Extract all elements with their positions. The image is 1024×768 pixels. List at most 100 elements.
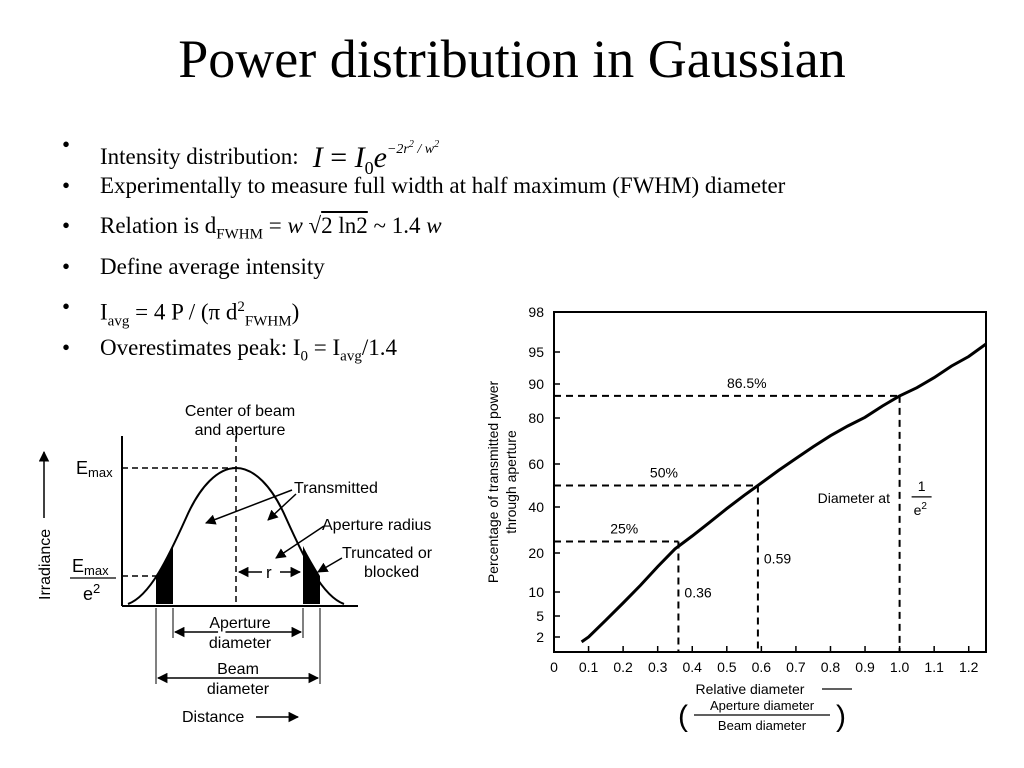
y-tick-label: 2 <box>536 629 544 645</box>
x-tick-label: 0.6 <box>752 659 772 675</box>
y-tick-label: 20 <box>528 545 544 561</box>
aperture-radius-label: Aperture radius <box>322 517 431 534</box>
iavg-mid: = 4 P / (π d <box>129 299 238 325</box>
x-tick-label: 0.2 <box>613 659 633 675</box>
x-tick-label: 0.3 <box>648 659 668 675</box>
beam-diameter-label-2: diameter <box>207 681 270 698</box>
formula-exp-rest: / w <box>413 142 435 157</box>
y-tick-label: 40 <box>528 499 544 515</box>
center-label-1: Center of beam <box>185 403 295 420</box>
over-mid: = I <box>308 334 341 360</box>
x-tick-label: 0.9 <box>855 659 875 675</box>
x-tick-label: 1.0 <box>890 659 910 675</box>
y-tick-label: 5 <box>536 608 544 624</box>
y-tick-label: 98 <box>528 304 544 320</box>
blocked-left <box>156 546 173 604</box>
x-tick-label: 0.7 <box>786 659 806 675</box>
y-axis-label-line1: Percentage of transmitted power <box>485 381 501 584</box>
formula-exp-sup: 2 <box>408 139 414 150</box>
formula-lhs: I <box>312 141 323 174</box>
bullet-fwhm: Experimentally to measure full width at … <box>62 166 785 207</box>
diam-frac-num: 1 <box>918 478 926 494</box>
plot-frame <box>553 311 987 653</box>
bullet-text: Experimentally to measure full width at … <box>100 172 786 198</box>
x-frac-open-paren: ( <box>678 700 688 733</box>
bullet-list: Intensity distribution:I = I0e−2r2 / w2 … <box>62 125 785 368</box>
transmitted-label: Transmitted <box>294 480 378 497</box>
bullet-iavg: Iavg = 4 P / (π d2FWHM) <box>62 287 785 330</box>
x-tick-label: 0.1 <box>579 659 599 675</box>
irradiance-label: Irradiance <box>37 529 54 600</box>
relation-post: ~ 1.4 <box>367 213 427 238</box>
bullet-intensity-distribution: Intensity distribution:I = I0e−2r2 / w2 <box>62 125 785 178</box>
formula-exp: −2r <box>386 142 409 157</box>
distance-label: Distance <box>182 709 244 726</box>
over-subavg: avg <box>340 348 362 365</box>
y-tick-label: 90 <box>528 376 544 392</box>
bullet-relation: Relation is dFWHM = w √2 ln2 ~ 1.4 w <box>62 206 785 247</box>
truncated-label-2: blocked <box>364 564 419 581</box>
y-axis-label-line2: through aperture <box>503 430 519 534</box>
x-tick-label: 0 <box>550 659 558 675</box>
relation-w2: w <box>426 213 442 238</box>
truncated-label-1: Truncated or <box>342 545 433 562</box>
formula-exp-sup2: 2 <box>434 139 440 150</box>
x-tick-label: 0.8 <box>821 659 841 675</box>
diam-frac-den: e2 <box>914 501 928 518</box>
iavg-sub2: FWHM <box>244 313 292 330</box>
iavg-sup: 2 <box>237 299 245 315</box>
sqrt-sign: √ <box>302 213 322 238</box>
x-frac-num: Aperture diameter <box>710 698 815 713</box>
x-tick-label: 0.4 <box>683 659 703 675</box>
transmitted-arrow-2 <box>267 493 297 521</box>
x-axis-label: Relative diameter <box>696 681 805 697</box>
x-tick-label: 0.5 <box>717 659 737 675</box>
y-tick-label: 95 <box>528 344 544 360</box>
slide-title: Power distribution in Gaussian <box>178 29 846 89</box>
over-pre: Overestimates peak: I <box>100 334 301 360</box>
over-end: /1.4 <box>361 334 397 360</box>
beam-diameter-label-1: Beam <box>217 661 259 678</box>
bullet-overestimates: Overestimates peak: I0 = Iavg/1.4 <box>62 328 785 369</box>
y-tick-label: 80 <box>528 410 544 426</box>
blocked-right <box>303 546 320 604</box>
sqrt-body: 2 ln2 <box>321 213 368 238</box>
relation-pre: Relation is d <box>100 213 217 238</box>
aperture-radius-arrow <box>275 525 325 559</box>
emax2-den: e2 <box>83 581 100 604</box>
aperture-diagram: Center of beam and aperture Emax Emax e2… <box>37 403 433 726</box>
truncated-arrow <box>317 557 343 573</box>
relation-eq: = <box>262 213 288 238</box>
annotation-x-label: Diameter at <box>818 490 890 506</box>
aperture-diameter-label-1: Aperture <box>209 615 270 632</box>
bullet-average-intensity: Define average intensity <box>62 247 785 288</box>
r-label: r <box>266 563 272 582</box>
iavg-end: ) <box>291 299 300 325</box>
y-tick-label: 60 <box>528 456 544 472</box>
aperture-diameter-label-2: diameter <box>209 635 272 652</box>
over-sub0: 0 <box>300 348 309 365</box>
iavg-sub: avg <box>107 313 130 330</box>
x-frac-den: Beam diameter <box>718 718 807 733</box>
iavg-i: I <box>100 299 108 325</box>
emax-label: Emax <box>76 458 113 480</box>
annotation-percent-label: 25% <box>610 521 638 537</box>
relation-sub: FWHM <box>216 226 263 243</box>
annotation-percent-label: 50% <box>650 465 678 481</box>
bullet-text: Define average intensity <box>100 253 325 279</box>
formula-i: I <box>354 141 365 174</box>
x-frac-close-paren: ) <box>836 700 846 733</box>
y-tick-label: 10 <box>528 584 544 600</box>
formula-exponent: −2r2 / w2 <box>386 139 440 157</box>
annotation-x-label: 0.36 <box>684 585 711 601</box>
relation-w: w <box>287 213 303 238</box>
x-tick-label: 1.1 <box>924 659 944 675</box>
emax2-num: Emax <box>72 556 109 578</box>
x-tick-label: 1.2 <box>959 659 979 675</box>
center-label-2: and aperture <box>195 422 286 439</box>
annotation-percent-label: 86.5% <box>727 375 767 391</box>
annotation-x-label: 0.59 <box>764 551 791 567</box>
power-curve <box>580 342 986 644</box>
transmitted-arrow-1 <box>205 489 293 525</box>
